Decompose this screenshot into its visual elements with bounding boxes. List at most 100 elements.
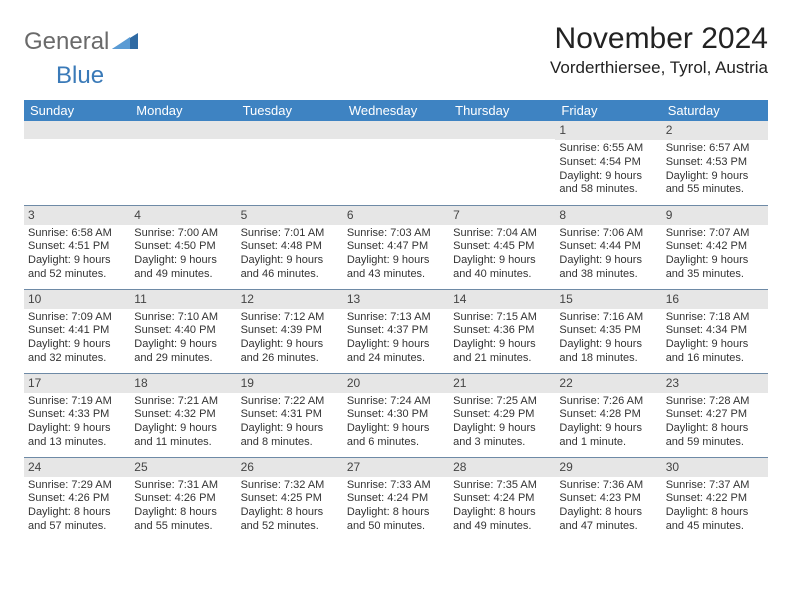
daylight-text: and 1 minute. — [559, 436, 657, 450]
day-details: Sunrise: 6:57 AMSunset: 4:53 PMDaylight:… — [666, 142, 764, 197]
daylight-text: and 8 minutes. — [241, 436, 339, 450]
day-number: 21 — [449, 374, 555, 393]
day-details: Sunrise: 7:22 AMSunset: 4:31 PMDaylight:… — [241, 395, 339, 450]
sunset-text: Sunset: 4:39 PM — [241, 324, 339, 338]
day-number: 8 — [555, 206, 661, 225]
daylight-text: and 24 minutes. — [347, 352, 445, 366]
day-number: 28 — [449, 458, 555, 477]
sunset-text: Sunset: 4:54 PM — [559, 156, 657, 170]
calendar-day-cell: 7Sunrise: 7:04 AMSunset: 4:45 PMDaylight… — [449, 205, 555, 289]
calendar-day-cell: 29 Sunrise: 7:36 AMSunset: 4:23 PMDayligh… — [555, 457, 661, 541]
empty-day-bar — [449, 121, 555, 139]
calendar-day-cell: 4Sunrise: 7:00 AMSunset: 4:50 PMDaylight… — [130, 205, 236, 289]
daylight-text: and 3 minutes. — [453, 436, 551, 450]
sunset-text: Sunset: 4:41 PM — [28, 324, 126, 338]
daylight-text: and 46 minutes. — [241, 268, 339, 282]
day-details: Sunrise: 7:28 AMSunset: 4:27 PMDaylight:… — [666, 395, 764, 450]
day-details: Sunrise: 7:25 AMSunset: 4:29 PMDaylight:… — [453, 395, 551, 450]
sunset-text: Sunset: 4:26 PM — [134, 492, 232, 506]
daylight-text: Daylight: 9 hours — [559, 254, 657, 268]
day-number: 12 — [237, 290, 343, 309]
calendar-day-cell — [130, 121, 236, 205]
calendar-day-cell — [449, 121, 555, 205]
day-details: Sunrise: 7:32 AMSunset: 4:25 PMDaylight:… — [241, 479, 339, 534]
day-number: 24 — [24, 458, 130, 477]
calendar-day-cell: 26Sunrise: 7:32 AMSunset: 4:25 PMDayligh… — [237, 457, 343, 541]
daylight-text: Daylight: 9 hours — [559, 338, 657, 352]
daylight-text: Daylight: 8 hours — [559, 506, 657, 520]
day-number: 30 — [662, 458, 768, 477]
daylight-text: Daylight: 9 hours — [666, 170, 764, 184]
calendar-week-row: 3Sunrise: 6:58 AMSunset: 4:51 PMDaylight… — [24, 205, 768, 289]
sunrise-text: Sunrise: 7:21 AM — [134, 395, 232, 409]
sunset-text: Sunset: 4:40 PM — [134, 324, 232, 338]
daylight-text: and 43 minutes. — [347, 268, 445, 282]
daylight-text: and 6 minutes. — [347, 436, 445, 450]
sunrise-text: Sunrise: 7:07 AM — [666, 227, 764, 241]
daylight-text: Daylight: 9 hours — [666, 254, 764, 268]
calendar-day-cell: 9Sunrise: 7:07 AMSunset: 4:42 PMDaylight… — [662, 205, 768, 289]
sunset-text: Sunset: 4:45 PM — [453, 240, 551, 254]
sunrise-text: Sunrise: 7:35 AM — [453, 479, 551, 493]
calendar-day-cell: 2Sunrise: 6:57 AMSunset: 4:53 PMDaylight… — [662, 121, 768, 205]
sunrise-text: Sunrise: 7:28 AM — [666, 395, 764, 409]
sunrise-text: Sunrise: 7:26 AM — [559, 395, 657, 409]
calendar-day-cell: 16Sunrise: 7:18 AMSunset: 4:34 PMDayligh… — [662, 289, 768, 373]
sunrise-text: Sunrise: 7:03 AM — [347, 227, 445, 241]
sunset-text: Sunset: 4:22 PM — [666, 492, 764, 506]
calendar-day-cell — [24, 121, 130, 205]
day-number: 15 — [555, 290, 661, 309]
daylight-text: Daylight: 8 hours — [666, 422, 764, 436]
weekday-header: Sunday — [24, 100, 130, 121]
day-details: Sunrise: 7:36 AMSunset: 4:23 PMDaylight:… — [559, 479, 657, 534]
day-number: 16 — [662, 290, 768, 309]
sunset-text: Sunset: 4:33 PM — [28, 408, 126, 422]
day-details: Sunrise: 7:00 AMSunset: 4:50 PMDaylight:… — [134, 227, 232, 282]
sunrise-text: Sunrise: 7:01 AM — [241, 227, 339, 241]
sunset-text: Sunset: 4:26 PM — [28, 492, 126, 506]
day-number: 29 — [555, 458, 661, 477]
sunrise-text: Sunrise: 7:00 AM — [134, 227, 232, 241]
sunrise-text: Sunrise: 7:15 AM — [453, 311, 551, 325]
daylight-text: Daylight: 9 hours — [453, 422, 551, 436]
daylight-text: and 47 minutes. — [559, 520, 657, 534]
daylight-text: and 38 minutes. — [559, 268, 657, 282]
daylight-text: and 55 minutes. — [666, 183, 764, 197]
sunset-text: Sunset: 4:31 PM — [241, 408, 339, 422]
calendar-day-cell: 3Sunrise: 6:58 AMSunset: 4:51 PMDaylight… — [24, 205, 130, 289]
daylight-text: and 35 minutes. — [666, 268, 764, 282]
sunrise-text: Sunrise: 7:12 AM — [241, 311, 339, 325]
daylight-text: Daylight: 8 hours — [666, 506, 764, 520]
sunset-text: Sunset: 4:51 PM — [28, 240, 126, 254]
day-number: 25 — [130, 458, 236, 477]
calendar-week-row: 1Sunrise: 6:55 AMSunset: 4:54 PMDaylight… — [24, 121, 768, 205]
daylight-text: Daylight: 9 hours — [559, 422, 657, 436]
sunset-text: Sunset: 4:35 PM — [559, 324, 657, 338]
calendar-day-cell: 28Sunrise: 7:35 AMSunset: 4:24 PMDayligh… — [449, 457, 555, 541]
calendar-day-cell: 19Sunrise: 7:22 AMSunset: 4:31 PMDayligh… — [237, 373, 343, 457]
brand-part2: Blue — [24, 62, 104, 90]
daylight-text: Daylight: 9 hours — [28, 422, 126, 436]
daylight-text: and 49 minutes. — [453, 520, 551, 534]
sunrise-text: Sunrise: 6:57 AM — [666, 142, 764, 156]
day-details: Sunrise: 7:06 AMSunset: 4:44 PMDaylight:… — [559, 227, 657, 282]
sunrise-text: Sunrise: 7:18 AM — [666, 311, 764, 325]
day-details: Sunrise: 7:15 AMSunset: 4:36 PMDaylight:… — [453, 311, 551, 366]
daylight-text: and 26 minutes. — [241, 352, 339, 366]
title-block: November 2024 Vorderthiersee, Tyrol, Aus… — [550, 22, 768, 78]
daylight-text: Daylight: 9 hours — [134, 422, 232, 436]
sunrise-text: Sunrise: 7:25 AM — [453, 395, 551, 409]
day-number: 13 — [343, 290, 449, 309]
day-number: 5 — [237, 206, 343, 225]
daylight-text: Daylight: 9 hours — [134, 254, 232, 268]
day-details: Sunrise: 7:01 AMSunset: 4:48 PMDaylight:… — [241, 227, 339, 282]
weekday-header-row: Sunday Monday Tuesday Wednesday Thursday… — [24, 100, 768, 121]
day-details: Sunrise: 7:31 AMSunset: 4:26 PMDaylight:… — [134, 479, 232, 534]
daylight-text: Daylight: 9 hours — [241, 422, 339, 436]
day-details: Sunrise: 7:37 AMSunset: 4:22 PMDaylight:… — [666, 479, 764, 534]
calendar-day-cell: 22Sunrise: 7:26 AMSunset: 4:28 PMDayligh… — [555, 373, 661, 457]
sunset-text: Sunset: 4:50 PM — [134, 240, 232, 254]
location-label: Vorderthiersee, Tyrol, Austria — [550, 58, 768, 78]
calendar-week-row: 24Sunrise: 7:29 AMSunset: 4:26 PMDayligh… — [24, 457, 768, 541]
sunset-text: Sunset: 4:47 PM — [347, 240, 445, 254]
